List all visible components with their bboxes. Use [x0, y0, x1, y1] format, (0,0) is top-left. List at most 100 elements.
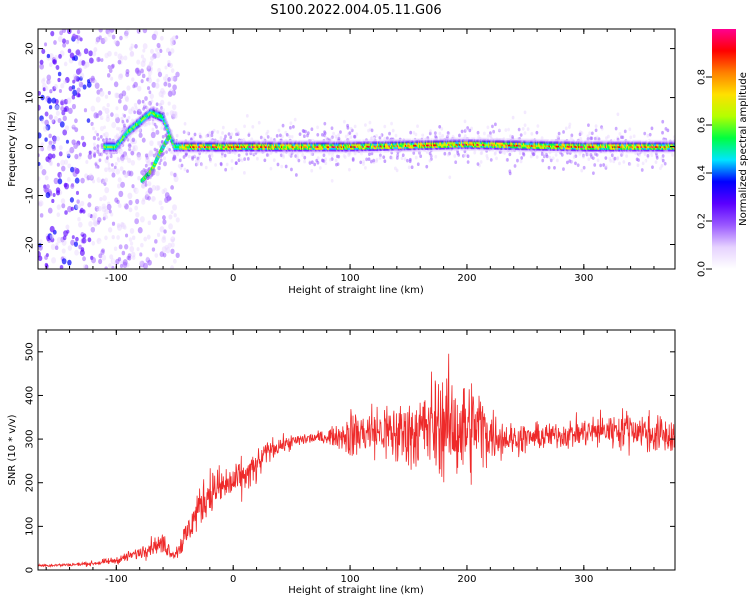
spectrogram-cell [428, 131, 432, 136]
spectrogram-cell [44, 42, 48, 47]
spectrogram-cell [98, 158, 102, 163]
spectrogram-cell [376, 129, 380, 133]
spectrogram-cell [119, 73, 124, 79]
spectrogram-cell [298, 137, 301, 142]
spectrogram-cell [393, 166, 397, 171]
spectrogram-cell [587, 157, 591, 162]
spectrogram-cell [648, 150, 652, 155]
spectrogram-cell [65, 39, 70, 45]
spectrogram-cell [80, 135, 85, 141]
spectrogram-cell [625, 154, 629, 158]
spectrogram-cell [121, 199, 127, 207]
spectrogram-cell [382, 155, 386, 159]
spectrogram-cell [96, 150, 100, 154]
spectrogram-cell [343, 155, 347, 159]
spectrogram-cell [127, 157, 132, 164]
spectrogram-cell [310, 127, 314, 132]
spectrogram-cell [159, 251, 165, 258]
spectrogram-cell [170, 265, 174, 269]
spectrogram-cell [102, 132, 106, 137]
spectrogram-cell [44, 262, 49, 268]
spectrogram-cell [568, 151, 572, 155]
spectrogram-cell [115, 168, 121, 175]
spectrogram-cell [39, 164, 43, 170]
spectrogram-cell [143, 236, 148, 242]
spectrogram-cell [285, 132, 289, 137]
spectrogram-cell [344, 134, 348, 139]
spectrogram-cell [159, 226, 165, 233]
spectrogram-cell [173, 172, 177, 178]
spectrogram-cell [161, 96, 166, 103]
spectrogram-cell [136, 59, 141, 65]
spectrogram-cell [96, 220, 101, 225]
spectrogram-cell [323, 121, 327, 126]
spectrogram-cell [637, 158, 640, 162]
spectrogram-cell [178, 158, 182, 163]
spectrogram-cell [385, 136, 389, 141]
spectrogram-cell [425, 164, 429, 169]
spectrogram-cell [67, 205, 73, 213]
spectrogram-cell [506, 131, 510, 136]
spectrogram-cell [111, 130, 116, 137]
spectrogram-cell [90, 226, 96, 233]
spectrogram-cell [476, 162, 480, 166]
spectrogram-cell [604, 164, 608, 168]
spectrogram-cell [122, 259, 128, 266]
spectrogram-cell [88, 150, 92, 155]
spectrogram-cell [319, 136, 323, 141]
spectrogram-cell [99, 87, 103, 92]
spectrogram-cell [70, 206, 74, 211]
spectrogram-cell [97, 170, 101, 175]
spectrogram-cell [661, 154, 665, 158]
spectrogram-cell [133, 81, 138, 88]
spectrogram-cell [69, 246, 74, 251]
spectrogram-cell [414, 155, 418, 160]
spectrogram-cell [112, 210, 117, 217]
spectrogram-cell [46, 74, 52, 81]
spectrogram-cell [548, 155, 552, 160]
spectrogram-cell [135, 188, 139, 193]
spectrogram-cell [88, 57, 94, 64]
spectrogram-cell [99, 196, 103, 202]
spectrogram-cell [586, 134, 590, 138]
spectrogram-cell [127, 143, 132, 148]
spectrogram-cell [97, 216, 102, 223]
spectrogram-cell [106, 102, 110, 108]
spectrogram-cell [108, 137, 112, 142]
spectrogram-cell [290, 151, 294, 155]
spectrogram-cell [71, 124, 76, 130]
spectrogram-cell [102, 178, 107, 184]
spectrogram-cell [158, 90, 164, 98]
spectrogram-cell [488, 131, 492, 135]
spectrogram-cell [108, 227, 113, 233]
spectrogram-cell [486, 156, 489, 161]
spectrogram-cell [71, 85, 76, 90]
spectrogram-cell [156, 232, 161, 237]
spectrogram-cell [644, 134, 648, 139]
spectrogram-cell [609, 158, 613, 163]
spectrogram-cell [171, 133, 174, 138]
spectrogram-cell [275, 134, 279, 138]
spectrogram-cell [295, 165, 299, 170]
spectrogram-cell [176, 152, 180, 157]
spectrogram-cell [48, 114, 53, 120]
spectrogram-cell [74, 153, 79, 160]
spectrogram-cell [69, 146, 75, 154]
spectrogram-cell [556, 134, 560, 139]
spectrogram-cell [56, 212, 61, 218]
spectrogram-cell [523, 131, 527, 135]
spectrogram-cell [280, 164, 284, 169]
spectrogram-cell [623, 129, 627, 134]
spectrogram-cell [628, 127, 632, 132]
spectrogram-cell [163, 81, 168, 87]
spectrogram-cell [224, 134, 227, 139]
spectrogram-cell [208, 154, 212, 159]
spectrogram-cell [49, 161, 53, 167]
spectrogram-cell [97, 205, 102, 212]
spectrogram-cell [137, 85, 142, 92]
spectrogram-cell [167, 60, 171, 65]
spectrogram-cell [104, 266, 108, 269]
spectrogram-cell [464, 127, 468, 132]
spectrogram-cell [391, 128, 395, 133]
spectrogram-cell [463, 153, 466, 158]
